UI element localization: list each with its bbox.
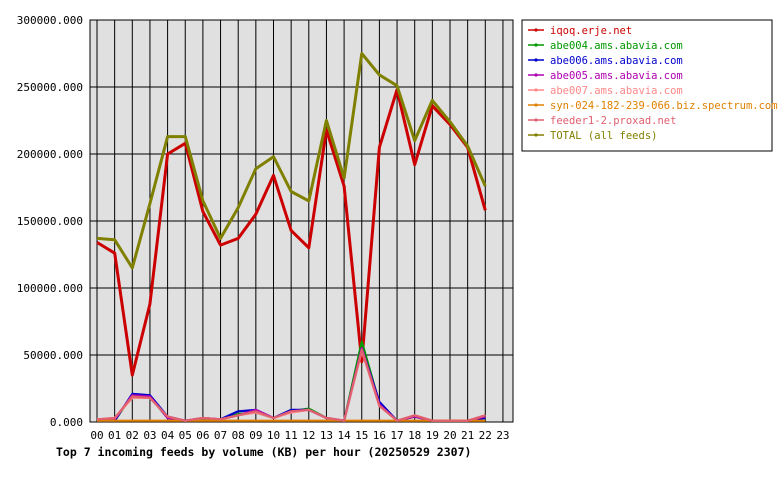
legend-label: abe005.ams.abavia.com — [550, 70, 683, 82]
x-tick-label: 14 — [337, 429, 351, 442]
x-tick-label: 07 — [214, 429, 227, 442]
y-tick-label: 150000.000 — [17, 215, 83, 228]
series-line — [96, 52, 487, 270]
x-tick-label: 11 — [285, 429, 298, 442]
x-tick-label: 02 — [126, 429, 139, 442]
y-tick-label: 0.000 — [50, 416, 83, 429]
y-axis-ticks: 0.000 50000.000 100000.000 150000.000 200000… — [17, 14, 83, 429]
legend-marker — [534, 88, 538, 92]
legend-label: abe007.ams.abavia.com — [550, 85, 683, 97]
chart-title: Top 7 incoming feeds by volume (KB) per … — [56, 445, 471, 459]
legend-label: TOTAL (all feeds) — [550, 130, 657, 142]
x-tick-label: 10 — [267, 429, 280, 442]
x-tick-label: 16 — [373, 429, 386, 442]
legend-label: iqoq.erje.net — [550, 25, 632, 37]
x-tick-label: 15 — [355, 429, 368, 442]
series-line — [96, 348, 486, 422]
x-tick-label: 08 — [232, 429, 245, 442]
y-tick-label: 300000.000 — [17, 14, 83, 27]
legend-marker — [534, 118, 538, 122]
x-tick-label: 09 — [249, 429, 262, 442]
grid-lines — [90, 19, 513, 423]
y-tick-label: 50000.000 — [23, 349, 83, 362]
x-tick-label: 13 — [320, 429, 333, 442]
legend: iqoq.erje.net abe004.ams.abavia.com abe006… — [521, 19, 778, 152]
x-tick-label: 01 — [108, 429, 121, 442]
x-tick-label: 12 — [302, 429, 315, 442]
legend-label: abe006.ams.abavia.com — [550, 55, 683, 67]
x-tick-label: 22 — [479, 429, 492, 442]
x-tick-label: 17 — [390, 429, 403, 442]
legend-label: abe004.ams.abavia.com — [550, 40, 683, 52]
legend-label: feeder1-2.proxad.net — [550, 115, 676, 127]
x-tick-label: 05 — [179, 429, 192, 442]
x-tick-label: 21 — [461, 429, 474, 442]
series-lines — [96, 52, 487, 422]
x-tick-label: 04 — [161, 429, 175, 442]
legend-marker — [534, 73, 538, 77]
legend-marker — [534, 58, 538, 62]
x-tick-label: 18 — [408, 429, 421, 442]
y-tick-label: 200000.000 — [17, 148, 83, 161]
y-tick-label: 250000.000 — [17, 81, 83, 94]
x-tick-label: 00 — [90, 429, 103, 442]
legend-marker — [534, 43, 538, 47]
x-axis-ticks: 00 01 02 03 04 05 06 07 08 09 10 11 12 13 14 15 16 17 18 19… — [90, 429, 509, 442]
x-tick-label: 20 — [443, 429, 456, 442]
y-tick-label: 100000.000 — [17, 282, 83, 295]
legend-marker — [534, 103, 538, 107]
series-line — [96, 88, 487, 377]
legend-box — [521, 19, 773, 152]
x-tick-label: 19 — [426, 429, 439, 442]
x-tick-label: 03 — [143, 429, 156, 442]
legend-marker — [534, 133, 538, 137]
legend-marker — [534, 28, 538, 32]
x-tick-label: 06 — [196, 429, 209, 442]
legend-label: syn-024-182-239-066.biz.spectrum.com — [550, 100, 778, 112]
x-tick-label: 23 — [496, 429, 509, 442]
